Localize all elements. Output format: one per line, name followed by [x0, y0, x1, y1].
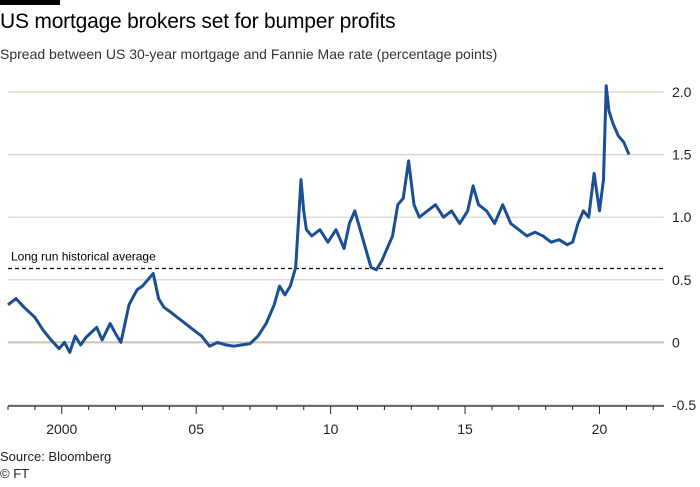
y-tick-label: 0.5	[672, 272, 692, 288]
y-tick-label: 1.0	[672, 209, 692, 225]
annotations: Long run historical average	[8, 250, 664, 270]
x-tick-label: 05	[188, 421, 204, 437]
y-tick-label: 0	[672, 334, 680, 350]
x-tick-label: 10	[323, 421, 339, 437]
y-axis-ticks: -0.5 0 0.5 1.0 1.5 2.0	[672, 84, 696, 413]
average-label: Long run historical average	[11, 250, 156, 264]
gridlines	[8, 91, 664, 406]
y-tick-label: 1.5	[672, 147, 692, 163]
x-axis: 2000 05 10 15 20	[7, 405, 664, 437]
y-tick-label: -0.5	[672, 397, 696, 413]
chart-title: US mortgage brokers set for bumper profi…	[0, 10, 396, 33]
x-tick-label: 15	[457, 421, 473, 437]
y-tick-label: 2.0	[672, 84, 692, 100]
series-line-spread	[7, 84, 631, 354]
ft-top-rule	[0, 0, 60, 5]
x-tick-label: 2000	[46, 421, 77, 437]
chart-subtitle: Spread between US 30-year mortgage and F…	[0, 46, 498, 62]
x-tick-label: 20	[592, 421, 608, 437]
source-note: Source: Bloomberg	[0, 449, 112, 464]
copyright-note: © FT	[0, 466, 30, 481]
